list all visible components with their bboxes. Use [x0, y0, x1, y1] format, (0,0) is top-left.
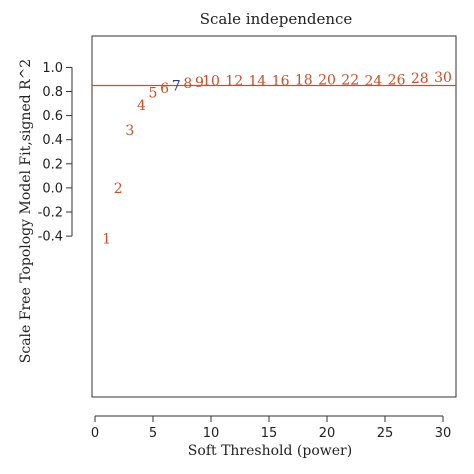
- y-tick-label: 0.8: [42, 85, 63, 100]
- x-axis-title: Soft Threshold (power): [188, 443, 352, 459]
- plot-frame: [91, 35, 457, 398]
- point-label: 2: [114, 181, 123, 197]
- point-label: 3: [125, 123, 134, 139]
- x-tick-label: 15: [261, 426, 278, 441]
- point-label: 8: [183, 76, 192, 92]
- y-tick-label: -0.2: [38, 206, 63, 221]
- x-tick-label: 10: [203, 426, 220, 441]
- point-label: 12: [225, 74, 243, 90]
- y-tick-label: 0.2: [42, 157, 63, 172]
- point-label: 10: [202, 74, 220, 90]
- point-label-highlight: 7: [172, 78, 181, 94]
- y-tick-label: 1.0: [42, 61, 63, 76]
- point-label: 14: [248, 74, 266, 90]
- point-label: 24: [364, 74, 382, 90]
- point-label: 6: [160, 81, 169, 97]
- point-label: 30: [434, 70, 452, 86]
- y-axis-title: Scale Free Topology Model Fit,signed R^2: [18, 59, 34, 363]
- y-tick-label: 0.0: [42, 181, 63, 196]
- point-label: 16: [272, 74, 290, 90]
- plot-area: -0.4-0.20.00.20.40.60.81.00 5 10 15 20 25 3012…: [38, 35, 457, 441]
- point-label: 4: [137, 98, 146, 114]
- point-label: 5: [149, 86, 158, 102]
- x-tick-label: 30: [435, 426, 452, 441]
- chart-title: Scale independence: [200, 10, 353, 28]
- point-label: 1: [102, 232, 111, 248]
- y-tick-label: 0.4: [42, 133, 63, 148]
- point-label: 20: [318, 72, 336, 88]
- point-label: 18: [295, 72, 313, 88]
- y-tick-label: -0.4: [38, 230, 63, 245]
- x-tick-label: 25: [377, 426, 394, 441]
- x-tick-label: 0: [91, 426, 99, 441]
- point-label: 22: [341, 72, 359, 88]
- point-label: 26: [388, 72, 406, 88]
- point-label: 28: [411, 71, 429, 87]
- y-tick-label: 0.6: [42, 109, 63, 124]
- point-label: 9: [195, 75, 204, 91]
- x-tick-label: 5: [149, 426, 157, 441]
- x-tick-label: 20: [319, 426, 336, 441]
